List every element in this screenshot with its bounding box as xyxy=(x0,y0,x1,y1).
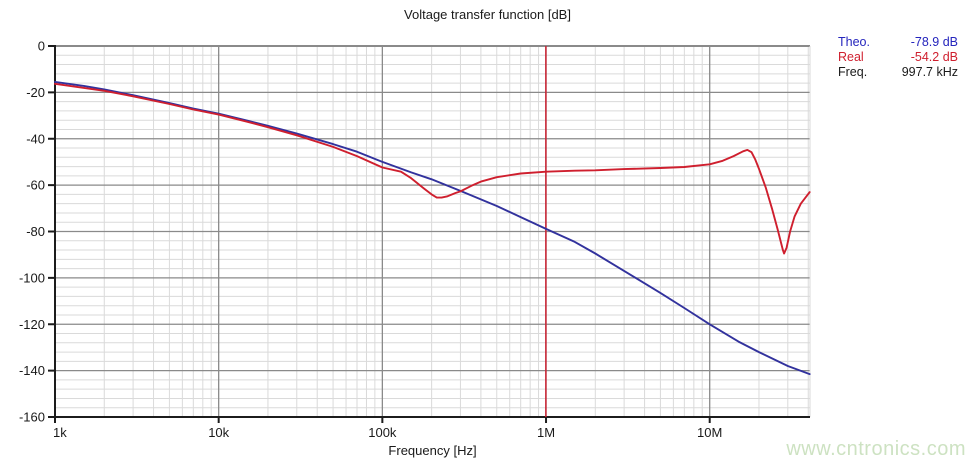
x-tick-label: 10k xyxy=(208,425,229,440)
x-tick-label: 1k xyxy=(53,425,67,440)
legend-row-theo: Theo. -78.9 dB xyxy=(838,35,958,50)
legend-value-real: -54.2 dB xyxy=(910,50,958,64)
x-tick-label: 10M xyxy=(697,425,722,440)
legend-label-theo: Theo. xyxy=(838,35,870,49)
legend-row-freq: Freq. 997.7 kHz xyxy=(838,65,958,80)
y-tick-label: -60 xyxy=(26,178,45,193)
y-tick-label: 0 xyxy=(38,39,45,54)
chart-title: Voltage transfer function [dB] xyxy=(404,7,571,22)
real-curve xyxy=(54,82,811,255)
legend-value-freq: 997.7 kHz xyxy=(901,65,958,79)
legend-label-real: Real xyxy=(838,50,864,64)
legend-label-freq: Freq. xyxy=(838,65,868,79)
x-tick-label: 1M xyxy=(537,425,555,440)
x-tick-label: 100k xyxy=(368,425,397,440)
legend-value-theo: -78.9 dB xyxy=(910,35,958,49)
y-tick-label: -20 xyxy=(26,85,45,100)
legend-row-real: Real -54.2 dB xyxy=(838,50,958,65)
y-tick-label: -100 xyxy=(19,270,45,285)
y-tick-label: -160 xyxy=(19,410,45,425)
theo-curve xyxy=(54,80,811,376)
y-tick-label: -80 xyxy=(26,224,45,239)
y-tick-label: -120 xyxy=(19,317,45,332)
y-tick-label: -40 xyxy=(26,131,45,146)
y-tick-label: -140 xyxy=(19,363,45,378)
x-axis-title: Frequency [Hz] xyxy=(388,443,477,458)
cursor-readout-legend: Theo. -78.9 dB Real -54.2 dB Freq. 997.7… xyxy=(838,35,958,80)
watermark-text: www.cntronics.com xyxy=(786,438,966,460)
